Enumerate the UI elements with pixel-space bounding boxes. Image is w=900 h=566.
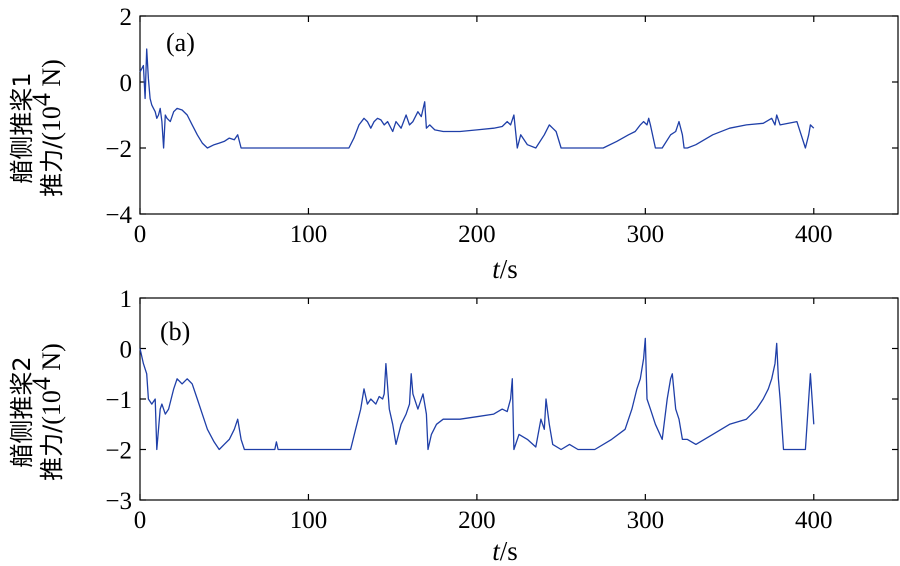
panel-b-frame bbox=[139, 297, 899, 501]
panel-a-label: (a) bbox=[166, 28, 195, 57]
panel-a-ylabel-line1: 艏侧推桨1 bbox=[8, 72, 36, 183]
panel-a-xtick-label: 300 bbox=[627, 221, 665, 248]
panel-a-xlabel: t/s bbox=[492, 254, 518, 284]
panel-b-ytick-label: 0 bbox=[120, 337, 133, 364]
panel-b-ytick-label: −1 bbox=[105, 387, 132, 414]
panel-a-ytick-label: 0 bbox=[120, 70, 133, 97]
panel-a-ytick-label: −2 bbox=[105, 136, 132, 163]
panel-b-xtick-label: 200 bbox=[458, 507, 496, 534]
panel-b-ytick-label: −3 bbox=[105, 488, 132, 515]
panel-a-ylabel-line2: 推力/(104 N) bbox=[27, 59, 66, 197]
panel-b-ytick-label: −2 bbox=[105, 438, 132, 465]
panel-b-ylabel-line1: 艏侧推桨2 bbox=[8, 356, 36, 467]
panel-a-ytick-label: 2 bbox=[120, 4, 133, 31]
panel-b-xtick-label: 300 bbox=[627, 507, 665, 534]
panel-a-ylabel: 艏侧推桨1 推力/(104 N) bbox=[8, 59, 66, 197]
panel-b-xtick-label: 400 bbox=[795, 507, 833, 534]
panel-a-xtick-label: 0 bbox=[134, 221, 147, 248]
panel-a-series-line bbox=[139, 48, 815, 149]
panel-b-xtick-label: 100 bbox=[290, 507, 328, 534]
panel-b-ytick-label: 1 bbox=[120, 286, 133, 313]
panel-a-xtick-label: 100 bbox=[290, 221, 328, 248]
panel-b-xlabel: t/s bbox=[492, 536, 518, 566]
panel-b-ylabel: 艏侧推桨2 推力/(104 N) bbox=[8, 343, 66, 481]
panel-b-series-line bbox=[139, 337, 815, 451]
panel-a-xtick-label: 400 bbox=[795, 221, 833, 248]
panel-b-ylabel-line2: 推力/(104 N) bbox=[27, 343, 66, 481]
panel-b-xtick-label: 0 bbox=[134, 507, 147, 534]
panel-b: 0 100 200 300 400 −3 −2 −1 0 1 (b) t/s 艏侧推桨2 推力/(… bbox=[8, 286, 899, 566]
panel-a-ytick-label: −4 bbox=[105, 202, 132, 229]
panel-b-label: (b) bbox=[160, 317, 190, 346]
panel-a-xtick-label: 200 bbox=[458, 221, 496, 248]
panel-a: 0 100 200 300 400 −4 −2 0 2 (a) t/s 艏侧推桨1 推力/(10… bbox=[8, 4, 899, 284]
panel-a-frame bbox=[139, 15, 899, 215]
